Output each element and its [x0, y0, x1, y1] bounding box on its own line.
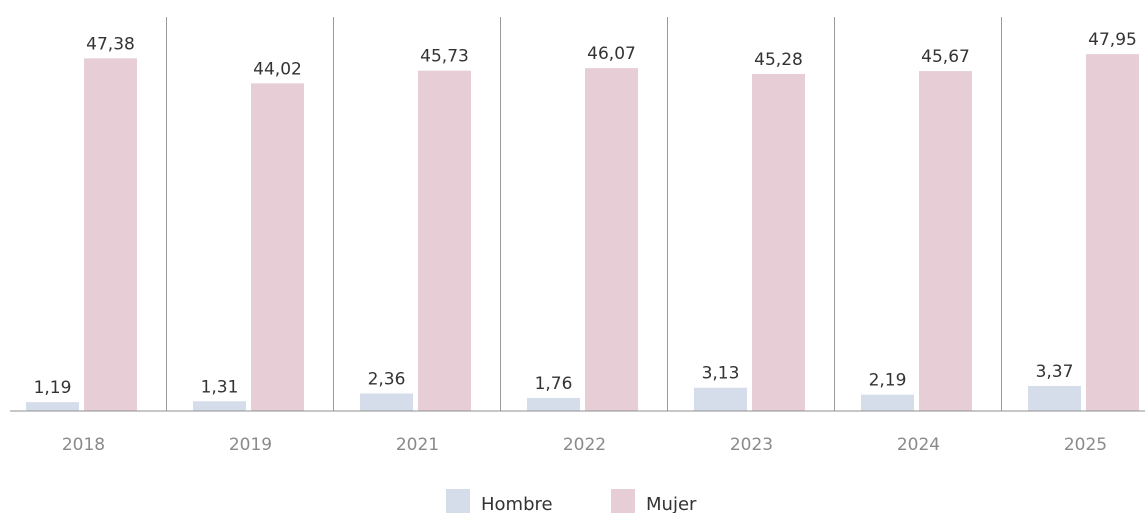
value-label-mujer-2024: 45,67 [921, 47, 970, 67]
bars-group [26, 54, 1139, 412]
bar-mujer-2019 [251, 83, 304, 411]
value-label-hombre-2024: 2,19 [869, 371, 907, 391]
value-label-hombre-2019: 1,31 [201, 377, 239, 397]
x-tick-label-2022: 2022 [563, 435, 606, 455]
bar-hombre-2025 [1028, 385, 1081, 411]
x-tick-label-2024: 2024 [897, 435, 940, 455]
bar-mujer-2024 [919, 71, 972, 412]
bar-mujer-2025 [1086, 54, 1139, 411]
x-tick-label-2025: 2025 [1064, 435, 1107, 455]
value-label-mujer-2022: 46,07 [587, 44, 636, 64]
value-label-hombre-2021: 2,36 [368, 369, 406, 389]
bar-mujer-2023 [752, 74, 805, 412]
value-label-hombre-2025: 3,37 [1036, 362, 1074, 382]
x-tick-label-2023: 2023 [730, 435, 773, 455]
bar-hombre-2023 [694, 387, 747, 411]
legend-swatch-mujer [611, 489, 635, 513]
legend-label-mujer: Mujer [646, 494, 697, 513]
value-label-mujer-2023: 45,28 [754, 50, 803, 70]
bar-hombre-2022 [527, 397, 580, 411]
bar-mujer-2022 [585, 68, 638, 412]
x-tick-labels: 2018 2019 2021 2022 2023 2024 2025 [62, 435, 1107, 455]
bar-hombre-2019 [193, 401, 246, 411]
legend-label-hombre: Hombre [481, 494, 553, 513]
value-label-mujer-2021: 45,73 [420, 47, 469, 67]
value-label-mujer-2025: 47,95 [1088, 30, 1137, 50]
value-label-hombre-2023: 3,13 [702, 364, 740, 384]
legend-swatch-hombre [446, 489, 470, 513]
x-tick-label-2021: 2021 [396, 435, 439, 455]
category-dividers [166, 17, 1002, 411]
bar-hombre-2021 [360, 393, 413, 411]
value-label-hombre-2022: 1,76 [535, 374, 573, 394]
bar-mujer-2018 [84, 58, 137, 412]
x-tick-label-2018: 2018 [62, 435, 105, 455]
value-labels-group: 1,19 47,38 1,31 44,02 2,36 45,73 1,76 46,07 3,13… [34, 30, 1137, 398]
bar-hombre-2024 [861, 394, 914, 411]
x-tick-label-2019: 2019 [229, 435, 272, 455]
legend: Hombre Mujer [446, 489, 697, 513]
value-label-mujer-2019: 44,02 [253, 59, 302, 79]
bar-hombre-2018 [26, 402, 79, 411]
value-label-mujer-2018: 47,38 [86, 34, 135, 54]
value-label-hombre-2018: 1,19 [34, 378, 72, 398]
bar-mujer-2021 [418, 70, 471, 411]
